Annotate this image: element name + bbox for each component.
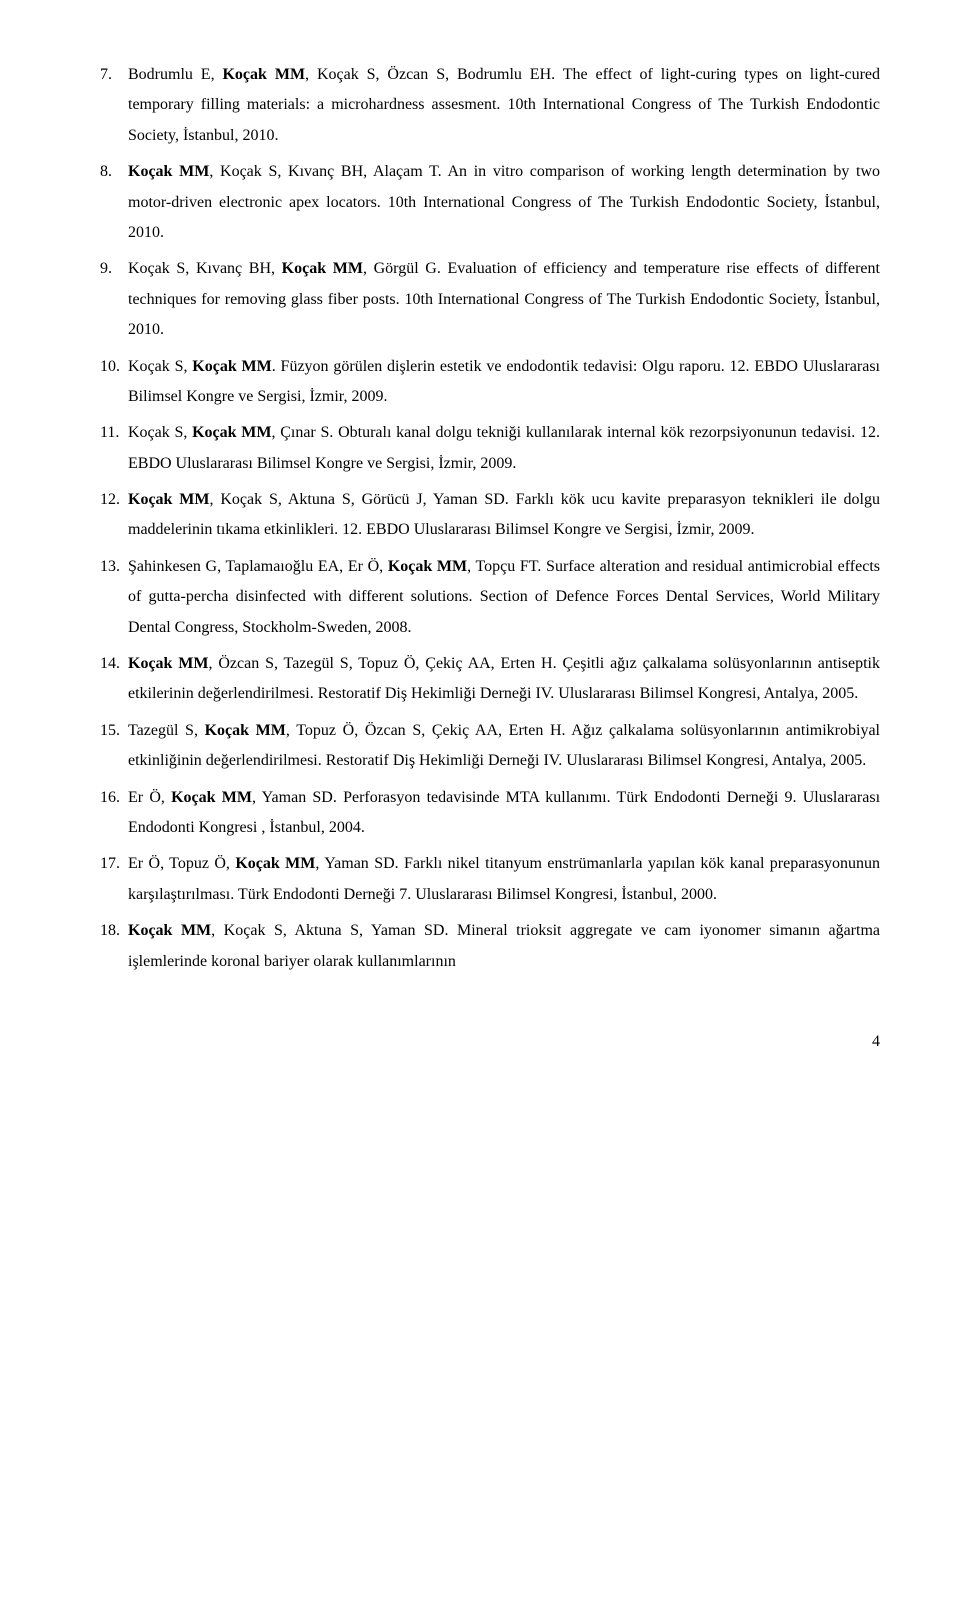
- reference-item: 7.Bodrumlu E, Koçak MM, Koçak S, Özcan S…: [100, 60, 880, 151]
- page-number: 4: [100, 1027, 880, 1057]
- reference-item: 13.Şahinkesen G, Taplamaıoğlu EA, Er Ö, …: [100, 552, 880, 643]
- author-bold: Koçak MM: [205, 722, 286, 739]
- reference-text: Koçak S,: [128, 424, 192, 441]
- reference-text: , Koçak S, Kıvanç BH, Alaçam T. An in vi…: [128, 163, 880, 241]
- reference-item: 9.Koçak S, Kıvanç BH, Koçak MM, Görgül G…: [100, 254, 880, 345]
- reference-text: Koçak S, Kıvanç BH,: [128, 260, 282, 277]
- reference-text: , Özcan S, Tazegül S, Topuz Ö, Çekiç AA,…: [128, 655, 880, 702]
- reference-item: 15.Tazegül S, Koçak MM, Topuz Ö, Özcan S…: [100, 716, 880, 777]
- reference-list: 7.Bodrumlu E, Koçak MM, Koçak S, Özcan S…: [100, 60, 880, 977]
- reference-number: 15.: [100, 716, 120, 746]
- author-bold: Koçak MM: [128, 163, 209, 180]
- reference-number: 12.: [100, 485, 120, 515]
- author-bold: Koçak MM: [235, 855, 315, 872]
- reference-text: Şahinkesen G, Taplamaıoğlu EA, Er Ö,: [128, 558, 388, 575]
- reference-number: 7.: [100, 60, 112, 90]
- author-bold: Koçak MM: [128, 655, 209, 672]
- reference-item: 11.Koçak S, Koçak MM, Çınar S. Obturalı …: [100, 418, 880, 479]
- reference-item: 17.Er Ö, Topuz Ö, Koçak MM, Yaman SD. Fa…: [100, 849, 880, 910]
- author-bold: Koçak MM: [388, 558, 467, 575]
- reference-number: 9.: [100, 254, 112, 284]
- reference-text: Er Ö, Topuz Ö,: [128, 855, 235, 872]
- reference-text: Er Ö,: [128, 789, 171, 806]
- reference-number: 17.: [100, 849, 120, 879]
- author-bold: Koçak MM: [222, 66, 305, 83]
- reference-item: 8. Koçak MM, Koçak S, Kıvanç BH, Alaçam T…: [100, 157, 880, 248]
- reference-number: 10.: [100, 352, 120, 382]
- author-bold: Koçak MM: [192, 358, 271, 375]
- reference-text: , Koçak S, Aktuna S, Yaman SD. Mineral t…: [128, 922, 880, 969]
- author-bold: Koçak MM: [128, 491, 210, 508]
- author-bold: Koçak MM: [192, 424, 271, 441]
- reference-text: , Koçak S, Aktuna S, Görücü J, Yaman SD.…: [128, 491, 880, 538]
- reference-number: 8.: [100, 157, 112, 187]
- reference-number: 14.: [100, 649, 120, 679]
- reference-number: 11.: [100, 418, 119, 448]
- reference-number: 13.: [100, 552, 120, 582]
- reference-item: 18. Koçak MM, Koçak S, Aktuna S, Yaman SD…: [100, 916, 880, 977]
- reference-item: 16.Er Ö, Koçak MM, Yaman SD. Perforasyon…: [100, 783, 880, 844]
- reference-item: 14. Koçak MM, Özcan S, Tazegül S, Topuz Ö…: [100, 649, 880, 710]
- reference-text: Koçak S,: [128, 358, 192, 375]
- reference-text: Tazegül S,: [128, 722, 205, 739]
- reference-item: 10.Koçak S, Koçak MM. Füzyon görülen diş…: [100, 352, 880, 413]
- author-bold: Koçak MM: [171, 789, 252, 806]
- author-bold: Koçak MM: [128, 922, 211, 939]
- reference-number: 16.: [100, 783, 120, 813]
- reference-text: Bodrumlu E,: [128, 66, 222, 83]
- reference-item: 12. Koçak MM, Koçak S, Aktuna S, Görücü J…: [100, 485, 880, 546]
- author-bold: Koçak MM: [282, 260, 363, 277]
- reference-number: 18.: [100, 916, 120, 946]
